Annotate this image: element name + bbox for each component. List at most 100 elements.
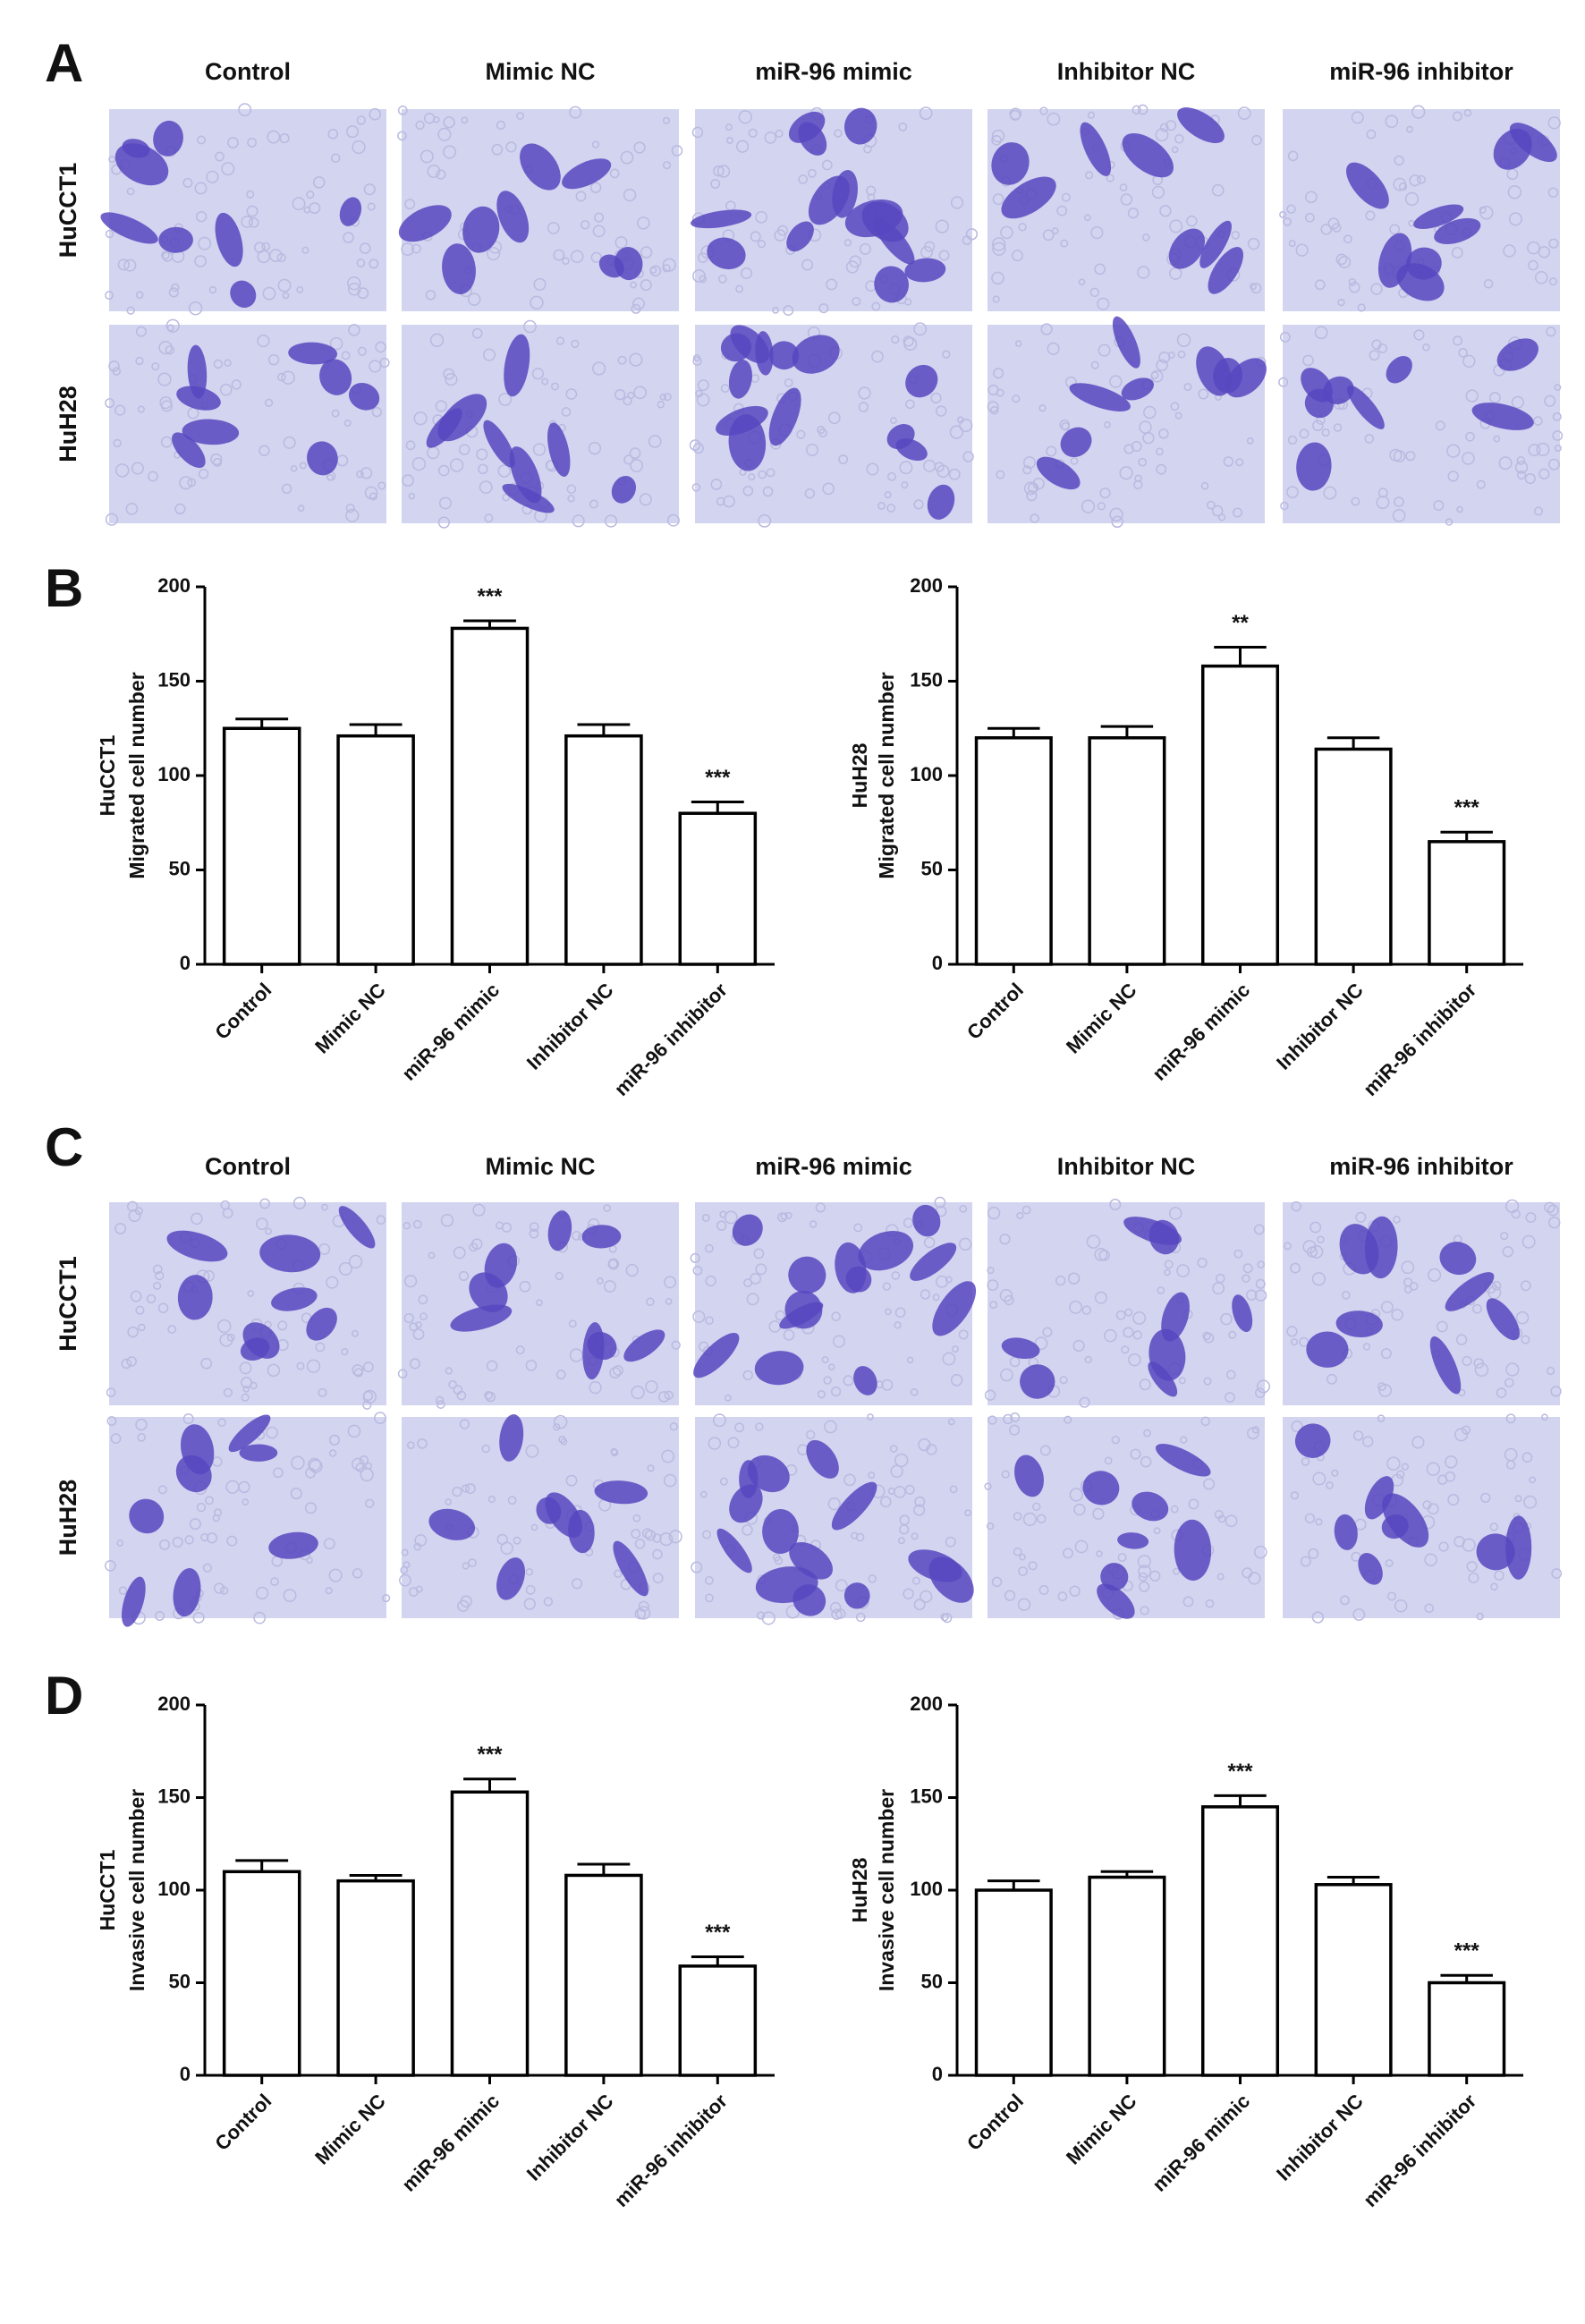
texture: [824, 1420, 837, 1434]
stained-cell: [762, 1508, 800, 1554]
texture: [343, 232, 354, 243]
texture: [1310, 1244, 1324, 1259]
texture: [158, 1539, 170, 1550]
texture: [497, 464, 511, 478]
texture: [1351, 111, 1364, 124]
texture: [1038, 1585, 1049, 1596]
texture: [148, 471, 158, 482]
texture: [1139, 1581, 1150, 1592]
texture: [815, 1202, 826, 1213]
texture: [242, 1386, 250, 1393]
texture: [1411, 105, 1426, 119]
stained-cell: [166, 1230, 228, 1262]
texture: [990, 405, 999, 415]
texture: [1028, 1561, 1038, 1571]
stained-cell: [1339, 1224, 1379, 1275]
texture: [1059, 1376, 1068, 1385]
texture: [724, 1394, 732, 1402]
texture: [1064, 1415, 1072, 1424]
texture: [1398, 182, 1408, 191]
y-tick-label: 100: [910, 1878, 943, 1900]
texture: [188, 301, 203, 316]
texture: [543, 1597, 554, 1607]
texture: [341, 1348, 349, 1356]
micrograph-background: [402, 1202, 679, 1405]
texture: [505, 141, 517, 153]
texture: [1380, 1348, 1392, 1360]
texture: [356, 259, 366, 267]
texture: [1087, 111, 1095, 119]
texture: [822, 482, 835, 496]
texture: [247, 1290, 255, 1297]
texture: [589, 499, 598, 509]
texture: [1246, 437, 1254, 445]
column-header: Mimic NC: [485, 58, 595, 85]
texture: [1550, 1386, 1562, 1397]
error-bar: [235, 717, 289, 729]
texture: [277, 372, 286, 382]
texture: [637, 1606, 651, 1620]
stained-cell: [788, 111, 826, 143]
texture: [890, 1464, 903, 1478]
texture: [1538, 468, 1550, 479]
texture: [160, 436, 173, 448]
texture: [1004, 1294, 1014, 1306]
stained-cell: [1445, 1272, 1495, 1311]
y-axis-label: Invasive cell number: [125, 1789, 148, 1991]
texture: [246, 205, 259, 217]
texture: [213, 1582, 225, 1594]
texture: [1393, 1216, 1401, 1224]
texture: [282, 292, 290, 300]
texture: [1547, 458, 1560, 471]
texture: [1016, 1211, 1024, 1220]
texture: [661, 1449, 675, 1463]
texture: [950, 1374, 963, 1387]
texture: [899, 1514, 911, 1526]
stained-cell: [442, 243, 476, 295]
error-bar: [1326, 736, 1380, 750]
texture: [277, 278, 292, 293]
texture: [692, 1265, 703, 1276]
texture: [1311, 1611, 1325, 1624]
texture: [671, 1340, 681, 1350]
texture: [817, 1390, 826, 1399]
row-label: HuH28: [55, 386, 81, 462]
texture: [1216, 1573, 1225, 1581]
texture: [649, 267, 657, 274]
texture: [1104, 1456, 1113, 1465]
texture: [1365, 210, 1376, 221]
texture: [565, 388, 578, 400]
texture: [867, 193, 876, 201]
texture: [151, 362, 160, 371]
texture: [226, 1535, 238, 1547]
texture: [827, 1497, 841, 1511]
texture: [224, 359, 232, 367]
texture: [411, 243, 421, 254]
texture: [665, 1297, 673, 1305]
texture: [735, 284, 744, 293]
texture: [277, 1320, 288, 1331]
texture: [1151, 185, 1165, 199]
texture: [529, 1228, 539, 1239]
texture: [153, 1281, 162, 1291]
texture: [114, 404, 126, 416]
texture: [623, 454, 634, 465]
texture: [748, 128, 758, 138]
texture: [695, 389, 704, 398]
texture: [891, 335, 900, 344]
texture: [1255, 1278, 1266, 1289]
texture: [525, 1568, 534, 1576]
stained-cell: [1304, 388, 1334, 419]
texture: [853, 1223, 863, 1233]
texture: [296, 285, 304, 293]
texture: [1179, 1436, 1188, 1444]
texture: [987, 1415, 997, 1425]
micrograph: [691, 106, 979, 316]
texture: [1547, 1366, 1555, 1376]
stained-cell: [1413, 204, 1464, 229]
stained-cell: [786, 221, 814, 252]
y-tick-label: 200: [157, 574, 191, 597]
texture: [1405, 451, 1416, 462]
texture: [268, 249, 283, 262]
texture: [666, 513, 680, 527]
